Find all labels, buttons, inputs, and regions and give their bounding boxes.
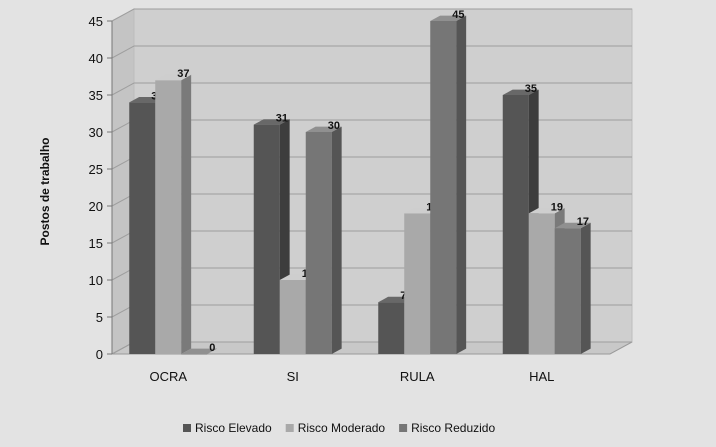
bar-side-face xyxy=(181,74,192,355)
bar-side-face xyxy=(456,15,467,354)
bar-risco-elevado-rula xyxy=(378,302,405,354)
y-tick-label: 30 xyxy=(89,125,103,140)
data-label: 45 xyxy=(452,9,464,21)
category-label-rula: RULA xyxy=(400,369,435,384)
bar-risco-moderado-si xyxy=(279,280,306,354)
bar-top-face xyxy=(554,222,591,229)
y-tick-label: 40 xyxy=(89,51,103,66)
y-tick-label: 35 xyxy=(89,88,103,103)
bar-risco-elevado-hal xyxy=(502,95,529,354)
bar-risco-reduzido-ocra xyxy=(181,354,208,355)
bar-top-face xyxy=(155,74,192,81)
legend-swatch xyxy=(183,424,191,432)
bar-top-face xyxy=(528,208,565,214)
y-tick-label: 20 xyxy=(89,199,103,214)
bar-side-face xyxy=(331,126,342,354)
legend-label: Risco Reduzido xyxy=(411,421,495,435)
legend-label: Risco Moderado xyxy=(298,421,386,435)
category-label-hal: HAL xyxy=(529,369,554,384)
data-label: 37 xyxy=(177,68,189,80)
bar-top-face xyxy=(430,15,467,21)
bar-risco-moderado-ocra xyxy=(155,80,182,354)
y-tick-label: 25 xyxy=(89,162,103,177)
y-tick-label: 10 xyxy=(89,273,103,288)
bar-risco-reduzido-hal xyxy=(554,228,581,354)
bar-side-face xyxy=(580,222,591,354)
bar-risco-reduzido-rula xyxy=(430,21,457,354)
y-tick-label: 5 xyxy=(96,310,103,325)
bar-top-face xyxy=(502,89,539,95)
category-label-si: SI xyxy=(287,369,299,384)
legend-swatch xyxy=(285,424,294,432)
bar-risco-moderado-hal xyxy=(528,213,555,354)
bar-top-face xyxy=(253,119,290,125)
data-label: 31 xyxy=(276,113,288,125)
data-label: 35 xyxy=(525,83,537,95)
bar-risco-reduzido-si xyxy=(305,132,332,354)
bar-risco-moderado-rula xyxy=(404,213,431,354)
data-label: 19 xyxy=(551,201,563,213)
gridline xyxy=(111,8,632,22)
bar-top-face xyxy=(181,348,218,354)
legend-swatch xyxy=(399,424,408,432)
bar-risco-elevado-ocra xyxy=(129,102,156,355)
bar-top-face xyxy=(305,126,342,132)
category-label-ocra: OCRA xyxy=(149,369,187,384)
y-tick-label: 15 xyxy=(89,236,103,251)
data-label: 17 xyxy=(577,216,589,228)
y-tick-label: 0 xyxy=(96,347,103,362)
y-axis-title: Postos de trabalho xyxy=(38,137,52,245)
bar-risco-elevado-si xyxy=(253,124,280,354)
y-tick-label: 45 xyxy=(89,14,103,29)
data-label: 0 xyxy=(209,342,215,354)
legend-label: Risco Elevado xyxy=(195,421,272,435)
data-label: 30 xyxy=(328,120,340,132)
data-label: 7 xyxy=(400,290,406,302)
